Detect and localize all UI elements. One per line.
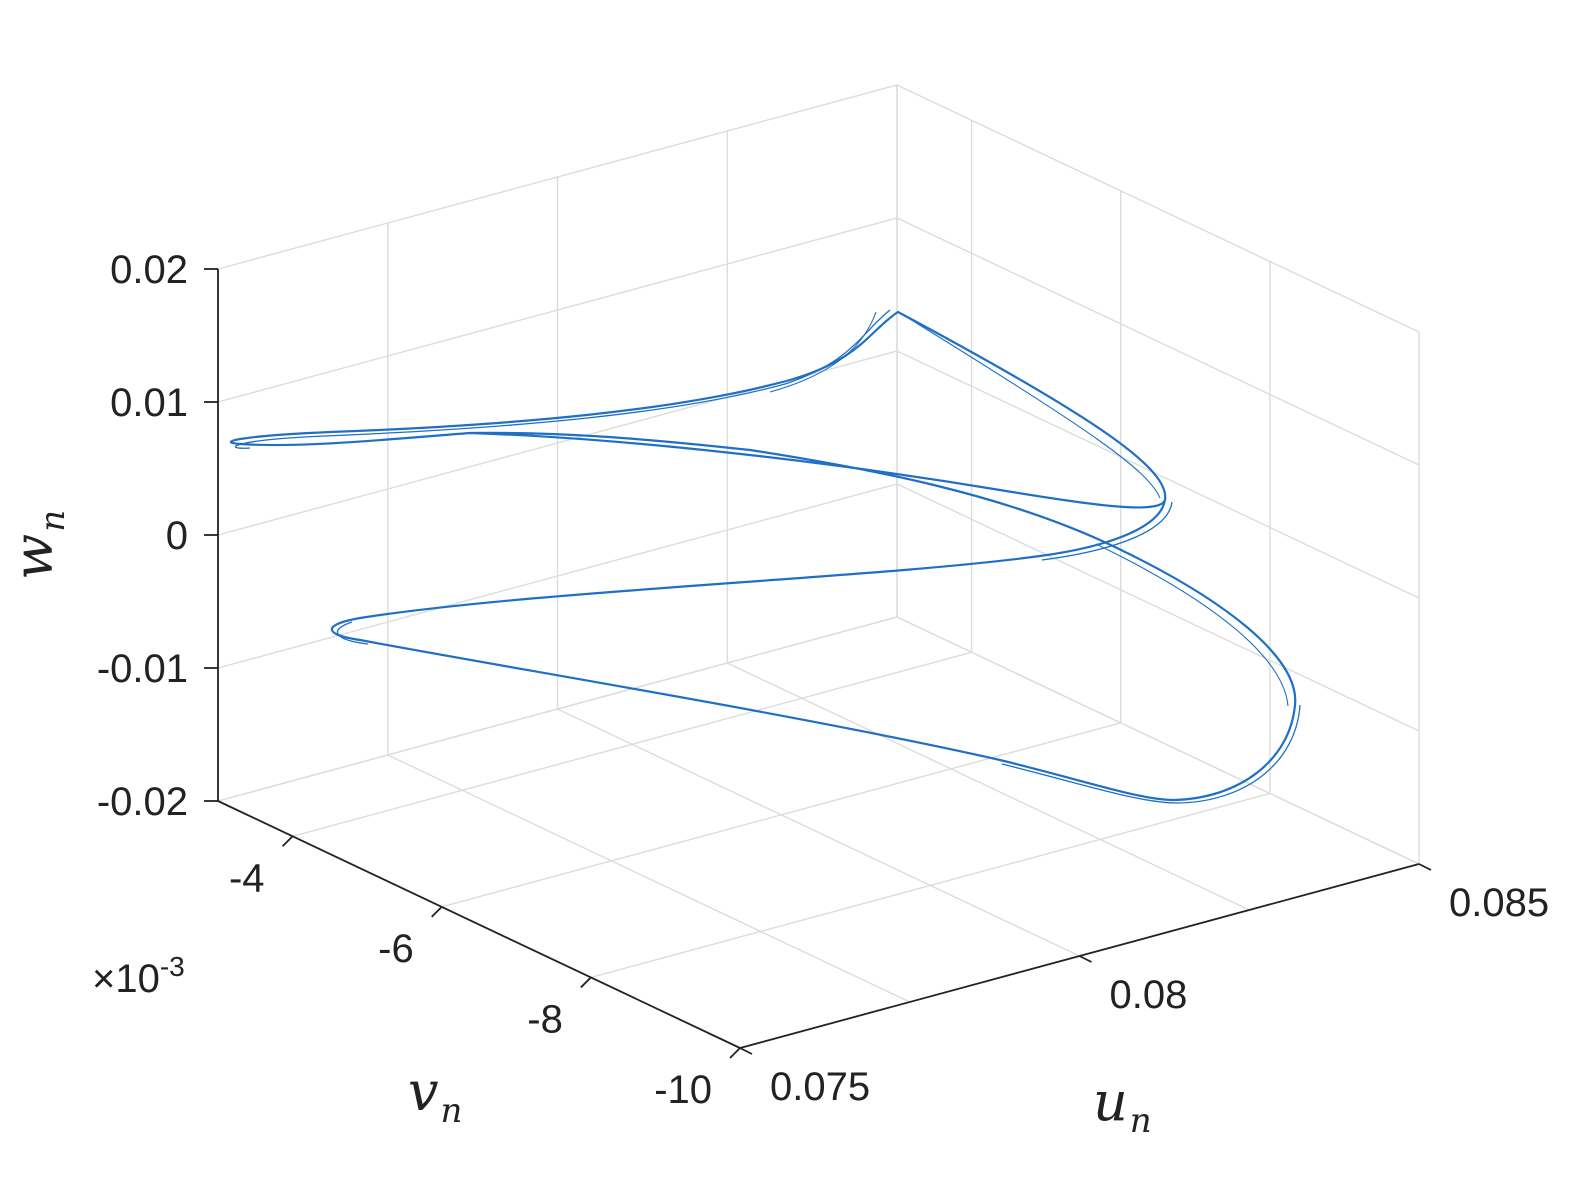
back-wall-grid-line-w <box>217 84 898 270</box>
x-tick-label: 0.085 <box>1449 881 1549 925</box>
y-axis-exponent: ×10-3 <box>92 951 185 1001</box>
axes <box>204 268 1432 1059</box>
side-wall-grid-line-w <box>896 483 1420 732</box>
side-wall-grid-line-w <box>896 616 1420 865</box>
y-axis-label: vn <box>408 1060 462 1131</box>
side-wall-grid-line-w <box>896 84 1420 333</box>
x-tick-mark <box>739 1047 753 1055</box>
y-tick-label: -4 <box>229 856 265 900</box>
x-axis-label: un <box>1093 1070 1152 1141</box>
y-tick-mark <box>281 835 294 847</box>
back-wall-grid-line-w <box>217 616 898 802</box>
trajectory-line-offset-a <box>234 309 1301 804</box>
z-tick-label: -0.01 <box>97 647 188 691</box>
back-wall-grid-line-w <box>217 483 898 669</box>
side-wall-grid-line-w <box>896 217 1420 466</box>
z-tick-label: 0 <box>166 514 188 558</box>
floor-grid-line-v <box>590 792 1271 979</box>
trajectory-line <box>229 310 1297 802</box>
tick-labels: 0.02 0.01 0 -0.01 -0.02 -4 -6 -8 -10 0.075 0.08 0.0… <box>97 248 1549 1112</box>
x-tick-label: 0.075 <box>770 1065 870 1109</box>
x-tick-label: 0.08 <box>1110 973 1188 1017</box>
x-tick-mark <box>1079 955 1092 963</box>
side-wall-grid-line-w <box>896 350 1420 599</box>
z-tick-label: 0.02 <box>110 248 188 292</box>
y-tick-mark <box>431 906 443 918</box>
z-tick-label: 0.01 <box>110 381 188 425</box>
back-wall-grid-line-w <box>217 217 898 403</box>
trajectory-line-offset-b <box>469 311 1289 707</box>
y-tick-mark <box>580 976 592 989</box>
y-tick-label: -10 <box>654 1068 712 1112</box>
z-axis-label: wn <box>2 510 73 580</box>
y-tick-mark <box>729 1047 741 1059</box>
floor-grid-line-u <box>726 662 1250 911</box>
grid-lines <box>217 84 1420 1049</box>
floor-grid-line-v <box>292 651 972 837</box>
z-tick-label: -0.02 <box>97 780 188 824</box>
y-tick-label: -8 <box>527 997 563 1041</box>
floor-grid-line-v <box>441 722 1121 908</box>
y-tick-label: -6 <box>378 927 414 971</box>
floor-grid-line-u <box>557 708 1080 957</box>
x-tick-mark <box>1418 863 1432 871</box>
floor-grid-line-u <box>387 754 911 1003</box>
y-axis-line <box>217 800 741 1049</box>
